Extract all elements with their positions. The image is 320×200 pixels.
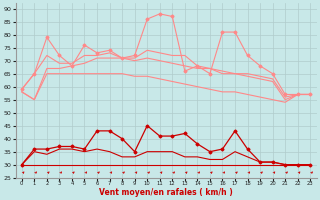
X-axis label: Vent moyen/en rafales ( km/h ): Vent moyen/en rafales ( km/h ) (99, 188, 233, 197)
